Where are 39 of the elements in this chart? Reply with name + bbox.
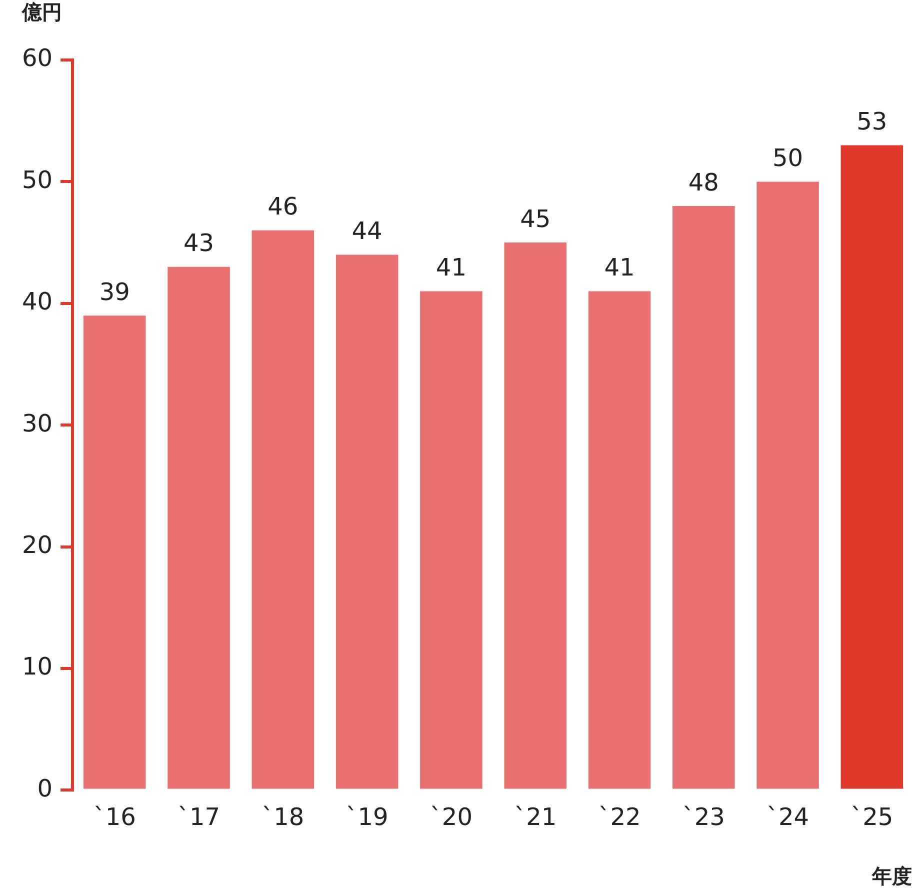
x-tick-label: `16 — [93, 802, 136, 831]
x-tick-label: `24 — [766, 802, 810, 831]
x-tick-label: `19 — [346, 802, 388, 831]
bar — [840, 145, 904, 789]
bar — [588, 291, 651, 789]
x-tick-label: `18 — [262, 802, 304, 831]
y-tick-label: 10 — [22, 652, 53, 681]
y-tick-label: 50 — [22, 166, 53, 194]
bar — [672, 206, 735, 789]
bar — [168, 266, 230, 789]
x-tick-label: `17 — [177, 802, 220, 831]
x-tick-label: `20 — [430, 802, 472, 831]
x-tick-label: `21 — [514, 802, 557, 831]
data-label: 53 — [856, 107, 888, 136]
x-tick-label: `25 — [850, 802, 894, 831]
bar — [336, 254, 398, 789]
y-tick-label: 60 — [22, 44, 53, 72]
y-tick-label: 40 — [22, 288, 53, 316]
y-tick-label: 0 — [37, 774, 53, 802]
data-label: 46 — [268, 192, 298, 221]
x-axis-title: 年度 — [871, 864, 912, 888]
x-tick-label: `23 — [682, 802, 725, 831]
data-label: 50 — [772, 144, 804, 172]
data-label: 41 — [604, 253, 635, 282]
data-label: 44 — [352, 216, 382, 245]
data-label: 43 — [183, 229, 214, 258]
bar — [420, 291, 482, 789]
bar — [504, 242, 566, 789]
data-label: 39 — [99, 278, 130, 306]
x-tick-label: `22 — [598, 802, 641, 831]
y-tick-label: 20 — [22, 531, 53, 560]
bar — [756, 182, 819, 789]
bar — [252, 230, 314, 789]
bar — [83, 316, 146, 789]
data-label: 41 — [436, 253, 466, 282]
y-tick-label: 30 — [22, 409, 53, 438]
y-axis-title: 億円 — [21, 0, 62, 24]
data-label: 48 — [688, 168, 719, 196]
data-label: 45 — [520, 204, 551, 233]
